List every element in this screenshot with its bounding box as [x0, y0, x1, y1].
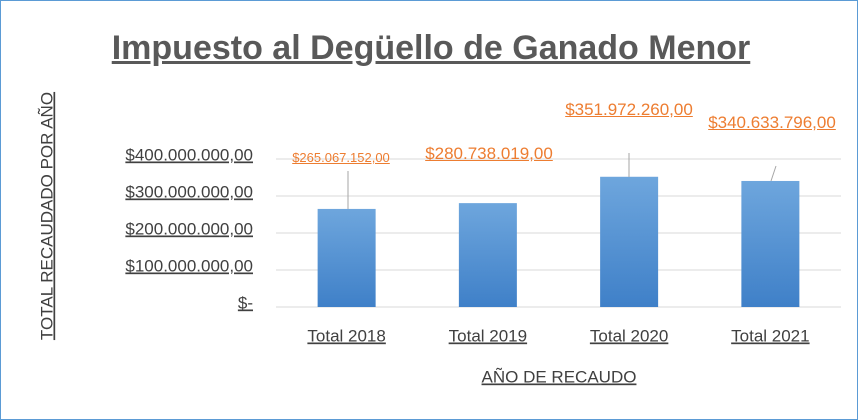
x-tick-label: Total 2021 [731, 326, 809, 345]
y-tick-label: $400.000.000,00 [125, 145, 253, 164]
y-tick-label: $100.000.000,00 [125, 256, 253, 275]
x-tick-label: Total 2018 [307, 326, 385, 345]
x-tick-label: Total 2020 [590, 326, 668, 345]
chart-title: Impuesto al Degüello de Ganado Menor [111, 29, 751, 67]
bar [317, 208, 376, 307]
bar [600, 176, 659, 307]
y-tick-label: $300.000.000,00 [125, 182, 253, 201]
y-tick-label: $- [238, 293, 253, 312]
data-label: $280.738.019,00 [425, 144, 553, 163]
leader-line [770, 165, 777, 182]
data-label: $351.972.260,00 [565, 100, 693, 119]
y-tick-label: $200.000.000,00 [125, 219, 253, 238]
data-label: $265.067.152,00 [292, 150, 390, 165]
x-axis-label: AÑO DE RECAUDO [482, 367, 637, 386]
y-axis-label: TOTAL RECAUDADO POR AÑO [37, 92, 56, 340]
x-tick-label: Total 2019 [449, 326, 527, 345]
bar [741, 180, 800, 307]
bar [458, 203, 517, 307]
data-label: $340.633.796,00 [708, 113, 836, 132]
